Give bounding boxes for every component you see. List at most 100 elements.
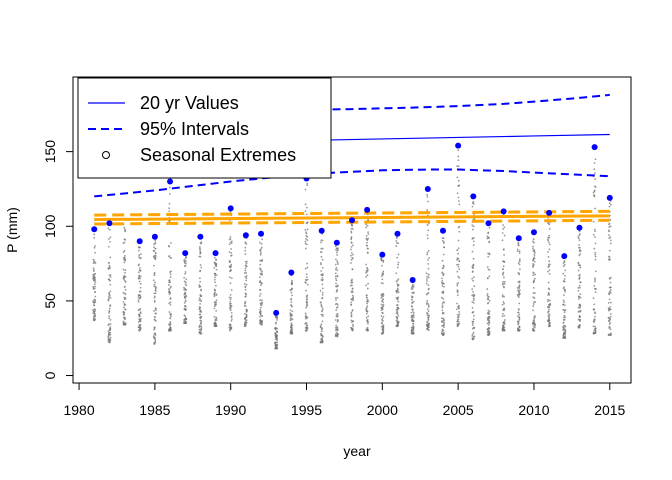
background-point: [503, 276, 505, 279]
background-point: [593, 194, 596, 197]
background-point: [457, 266, 460, 268]
background-point: [244, 288, 247, 291]
background-point: [320, 247, 323, 250]
background-point: [350, 236, 353, 238]
background-point: [579, 296, 582, 299]
background-point: [306, 304, 309, 307]
background-point: [230, 251, 233, 254]
background-point: [503, 226, 506, 229]
background-point: [258, 288, 261, 291]
background-point: [351, 228, 354, 230]
background-point: [593, 332, 595, 335]
background-point: [564, 290, 567, 293]
background-point: [93, 312, 96, 314]
background-point: [335, 248, 337, 251]
background-point: [610, 334, 612, 336]
background-point: [548, 243, 551, 246]
data-point-seasonal-maxima: [273, 309, 280, 316]
background-point: [109, 236, 112, 239]
background-point: [261, 238, 263, 241]
background-point: [412, 291, 415, 294]
background-point: [472, 327, 475, 329]
background-point: [412, 326, 415, 329]
background-point: [109, 318, 112, 321]
background-point: [229, 304, 232, 307]
background-point: [153, 272, 156, 274]
background-point: [458, 307, 460, 310]
background-point: [547, 222, 550, 225]
background-point: [138, 297, 141, 300]
background-point: [593, 247, 596, 250]
background-point: [229, 298, 232, 301]
background-point: [366, 224, 369, 227]
background-point: [334, 268, 337, 271]
background-point: [290, 281, 293, 284]
background-point: [410, 331, 413, 334]
background-point: [337, 319, 339, 321]
background-point: [137, 271, 140, 274]
background-point: [137, 298, 140, 301]
background-point: [441, 306, 444, 309]
background-point: [443, 324, 445, 327]
background-point: [608, 202, 611, 205]
background-point: [410, 288, 413, 290]
background-point: [245, 308, 248, 311]
background-point: [594, 230, 597, 233]
background-point: [289, 317, 292, 319]
background-point: [304, 312, 307, 315]
background-point: [365, 263, 367, 266]
background-point: [276, 317, 278, 320]
background-point: [244, 253, 247, 256]
background-point: [471, 301, 474, 303]
background-point: [395, 245, 398, 247]
background-point: [261, 270, 264, 273]
background-point: [198, 277, 201, 280]
background-point: [457, 252, 459, 255]
background-point: [321, 283, 324, 286]
background-point: [518, 273, 521, 276]
background-point: [397, 321, 399, 324]
background-point: [366, 310, 369, 313]
background-point: [321, 313, 324, 316]
background-point: [564, 328, 567, 331]
data-point-seasonal-maxima: [91, 226, 98, 233]
background-point: [229, 237, 232, 240]
background-point: [321, 297, 324, 299]
background-point: [395, 240, 398, 242]
background-point: [380, 297, 383, 299]
background-point: [501, 329, 504, 332]
background-point: [94, 272, 96, 275]
background-point: [138, 318, 141, 321]
background-point: [456, 284, 459, 287]
background-point: [594, 185, 596, 188]
background-point: [153, 292, 156, 295]
background-point: [548, 264, 550, 267]
background-point: [534, 273, 537, 276]
background-point: [517, 262, 520, 264]
background-point: [276, 319, 278, 321]
background-point: [137, 277, 140, 280]
background-point: [609, 286, 612, 289]
background-point: [594, 253, 597, 256]
background-point: [230, 320, 233, 322]
y-tick-label: 0: [42, 371, 58, 379]
background-point: [367, 233, 370, 236]
background-point: [276, 327, 279, 330]
background-point: [123, 274, 126, 277]
background-point: [305, 276, 308, 278]
background-point: [592, 297, 595, 300]
background-point: [168, 325, 171, 328]
background-point: [442, 301, 445, 304]
background-point: [397, 263, 400, 266]
background-point: [608, 237, 611, 240]
background-point: [123, 226, 126, 229]
background-point: [229, 260, 231, 263]
background-point: [336, 274, 339, 277]
background-point: [184, 257, 187, 260]
background-point: [397, 242, 399, 245]
background-point: [563, 280, 566, 283]
background-point: [245, 283, 248, 286]
background-point: [321, 308, 324, 311]
background-point: [214, 325, 217, 327]
